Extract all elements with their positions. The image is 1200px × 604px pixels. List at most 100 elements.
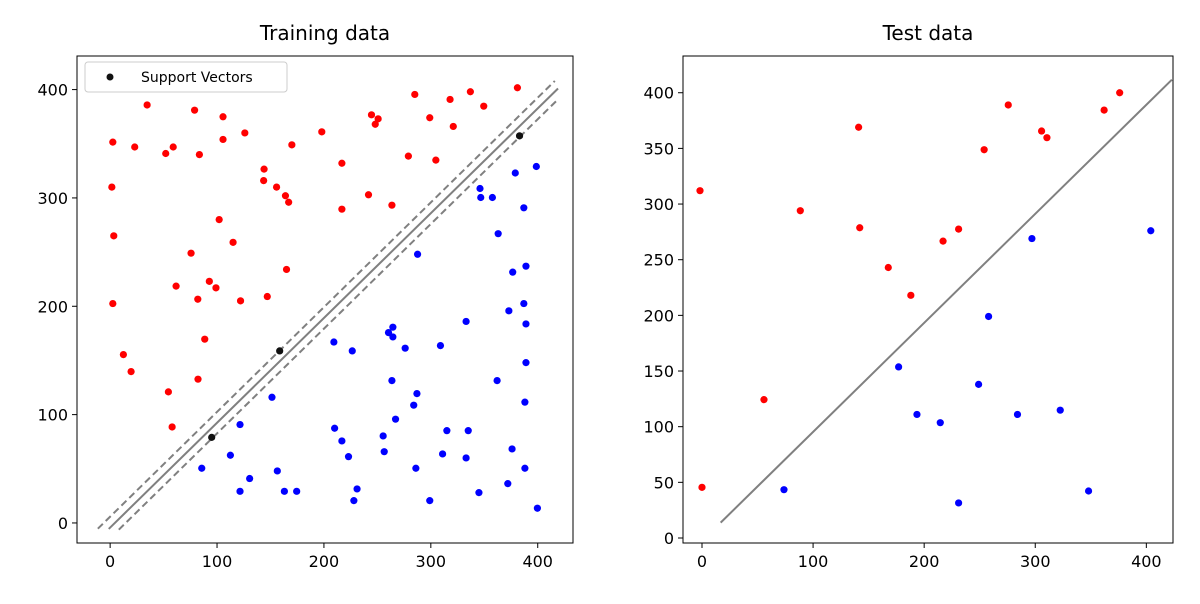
red-point xyxy=(388,201,396,209)
red-point xyxy=(318,128,326,136)
blue-point xyxy=(522,320,530,328)
blue-point xyxy=(521,464,529,472)
red-point xyxy=(855,123,863,131)
red-point xyxy=(426,114,434,122)
blue-point xyxy=(895,363,903,371)
x-tick-label: 300 xyxy=(416,552,447,571)
blue-point xyxy=(494,230,502,238)
red-point xyxy=(955,225,963,233)
blue-point xyxy=(505,307,513,315)
red-point xyxy=(190,106,199,114)
red-point xyxy=(260,165,268,173)
blue-point xyxy=(331,424,339,432)
blue-point xyxy=(508,445,516,453)
blue-point xyxy=(477,193,485,202)
red-point xyxy=(195,150,203,159)
red-point xyxy=(263,292,271,301)
blue-point xyxy=(488,193,496,202)
red-point xyxy=(172,282,180,290)
red-point xyxy=(285,198,293,206)
blue-point xyxy=(464,427,472,435)
blue-point xyxy=(268,393,276,401)
axes-frame xyxy=(682,55,1174,544)
red-point xyxy=(109,299,117,308)
red-point xyxy=(229,238,237,246)
red-point xyxy=(110,232,118,240)
legend-label-support-vectors: Support Vectors xyxy=(141,70,253,86)
blue-point xyxy=(273,467,281,475)
training-data-axes: Training data 0 100 200 300 400 0 100 200 300 400 xyxy=(37,21,574,571)
blue-point xyxy=(198,464,206,472)
support-vector-point xyxy=(276,347,284,355)
x-tick-label: 100 xyxy=(202,552,233,571)
x-tick-label: 100 xyxy=(798,552,829,571)
blue-point xyxy=(338,437,346,445)
blue-point xyxy=(384,328,393,337)
red-point xyxy=(371,120,379,128)
blue-point xyxy=(1013,410,1022,419)
red-point xyxy=(164,388,172,396)
y-tick-label: 250 xyxy=(643,251,674,270)
blue-point xyxy=(388,376,396,385)
blue-point xyxy=(401,344,409,352)
red-point xyxy=(194,375,202,383)
plot-area xyxy=(696,78,1173,524)
y-tick-label: 400 xyxy=(643,84,674,103)
blue-point xyxy=(391,415,400,423)
blue-point xyxy=(344,453,353,461)
plot-area xyxy=(97,80,559,531)
legend: Support Vectors xyxy=(84,61,288,93)
red-point xyxy=(215,215,223,224)
blue-point xyxy=(520,299,528,308)
y-tick-label: 300 xyxy=(643,195,674,214)
y-tick-label: 0 xyxy=(58,514,68,533)
blue-point xyxy=(462,317,470,326)
red-point xyxy=(411,90,419,99)
red-point xyxy=(404,152,412,160)
y-tick-label: 150 xyxy=(643,362,674,381)
red-point xyxy=(1004,101,1012,109)
blue-point xyxy=(1147,227,1155,235)
blue-point xyxy=(226,451,234,459)
blue-point xyxy=(236,487,244,495)
blue-point xyxy=(246,474,254,483)
blue-point xyxy=(280,487,288,495)
blue-point xyxy=(438,450,447,458)
blue-point xyxy=(522,262,530,270)
red-point xyxy=(907,291,915,299)
red-point xyxy=(856,224,864,232)
blue-point xyxy=(236,420,244,429)
blue-point xyxy=(522,359,530,367)
y-tick-label: 200 xyxy=(37,297,68,316)
red-point xyxy=(288,141,296,149)
red-point xyxy=(513,84,522,92)
blue-point xyxy=(379,432,387,440)
red-point xyxy=(194,295,202,303)
support-vector-point xyxy=(208,433,216,441)
margin-lower-line xyxy=(118,98,559,531)
red-point xyxy=(364,191,373,199)
blue-point xyxy=(348,347,356,355)
support-vector-point xyxy=(515,132,524,140)
blue-point xyxy=(293,487,301,495)
red-point xyxy=(980,146,988,154)
red-point xyxy=(119,350,127,359)
red-point xyxy=(143,101,151,109)
red-point xyxy=(1037,127,1046,135)
red-point xyxy=(272,183,281,191)
blue-point xyxy=(426,497,434,505)
red-point xyxy=(187,249,195,257)
red-point xyxy=(338,159,346,167)
red-point xyxy=(449,122,457,131)
red-point xyxy=(219,135,227,144)
red-point xyxy=(432,156,440,164)
blue-point xyxy=(330,338,338,346)
blue-point xyxy=(389,333,397,341)
blue-point xyxy=(413,250,422,258)
legend-box xyxy=(84,61,288,93)
red-point xyxy=(796,207,804,215)
red-point xyxy=(698,483,706,491)
red-point xyxy=(281,192,290,200)
red-point xyxy=(127,368,135,376)
training-title: Training data xyxy=(259,21,390,45)
